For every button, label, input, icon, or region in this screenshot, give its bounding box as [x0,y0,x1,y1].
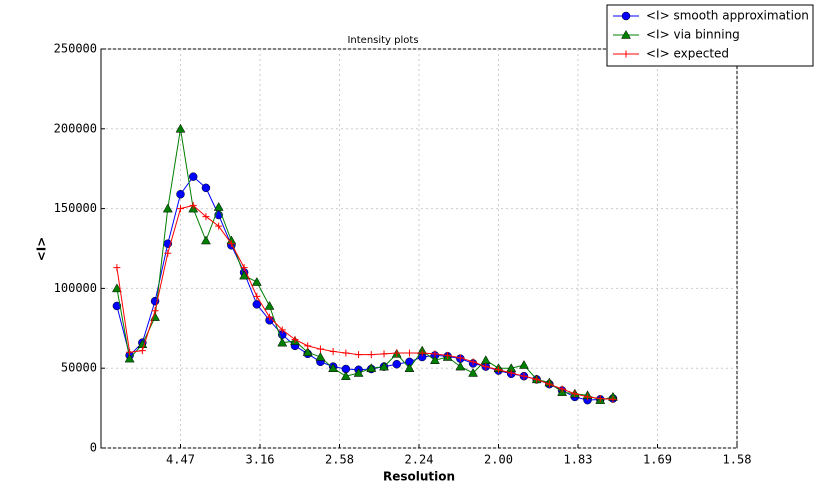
x-axis-label: Resolution [383,470,455,484]
marker [264,300,275,310]
marker [240,264,248,272]
x-tick-label: 2.24 [405,453,434,467]
marker [609,395,617,403]
marker [151,307,159,315]
y-axis-label: <I> [35,237,49,262]
marker [113,264,121,272]
marker [201,235,211,245]
marker [520,372,528,380]
marker [251,277,262,286]
x-tick-label: 2.58 [325,453,354,467]
marker [558,385,566,393]
marker [213,201,224,211]
marker [482,363,490,371]
marker [584,393,592,401]
marker [353,367,364,377]
x-tick-label: 1.58 [723,453,752,467]
marker [519,359,529,369]
marker [405,349,413,357]
x-tick-label: 1.83 [564,453,593,467]
series [113,201,617,403]
marker [253,292,261,300]
marker [431,350,439,358]
marker [138,347,146,355]
legend: <I> smooth approximation <I> via binning <… [606,4,814,67]
marker [342,349,350,357]
chart-title: Intensity plots [347,35,418,46]
marker [455,361,466,371]
series-line [116,204,614,400]
marker [315,352,326,361]
marker [621,11,631,21]
marker [112,301,122,311]
marker [495,366,502,374]
y-tick-label: 50000 [61,361,97,375]
legend-label: <I> via binning [646,28,740,42]
marker [111,283,122,293]
x-tick-label: 3.16 [246,453,275,467]
marker [328,363,339,372]
legend-box [606,4,814,67]
y-tick-label: 0 [90,441,97,455]
marker [177,205,184,213]
plot-area [100,48,738,449]
marker [444,351,452,359]
marker [596,395,604,403]
y-tick-label: 150000 [54,201,97,215]
marker [468,367,478,377]
marker [418,349,426,357]
y-tick-label: 250000 [54,42,97,56]
marker [175,123,186,133]
marker [189,201,197,209]
marker [367,351,375,359]
grid [101,48,738,449]
marker [355,351,363,359]
legend-label: <I> smooth approximation [646,9,809,23]
marker [188,172,198,181]
marker [316,345,324,353]
legend-label: <I> expected [646,47,729,61]
marker [469,358,477,366]
x-tick-label: 1.69 [643,453,672,467]
marker [507,369,515,377]
marker [278,326,286,334]
x-tick-label: 2.00 [484,453,513,467]
x-tick-label: 4.47 [166,453,195,467]
marker [291,335,299,343]
marker [571,390,579,398]
marker [379,361,389,371]
marker [304,342,312,350]
marker [429,355,440,364]
marker [621,29,631,39]
marker [164,249,172,257]
marker [252,300,262,309]
marker [202,213,210,221]
marker [176,189,185,199]
marker [366,363,377,372]
marker [239,270,250,280]
y-tick-label: 100000 [54,281,97,295]
marker [215,222,223,230]
marker [392,359,401,369]
marker [277,337,288,347]
marker [340,371,351,380]
marker [393,349,401,357]
series-line [116,128,614,401]
marker [227,240,235,248]
marker [162,203,173,213]
marker [329,347,337,355]
marker [302,347,313,356]
marker [404,363,415,372]
marker [266,313,274,321]
marker [622,50,630,58]
marker [533,375,541,383]
marker [545,380,553,388]
y-tick-label: 200000 [54,121,97,135]
marker [124,353,135,363]
marker [126,348,134,356]
marker [456,354,464,362]
marker [201,183,211,193]
marker [380,350,388,358]
